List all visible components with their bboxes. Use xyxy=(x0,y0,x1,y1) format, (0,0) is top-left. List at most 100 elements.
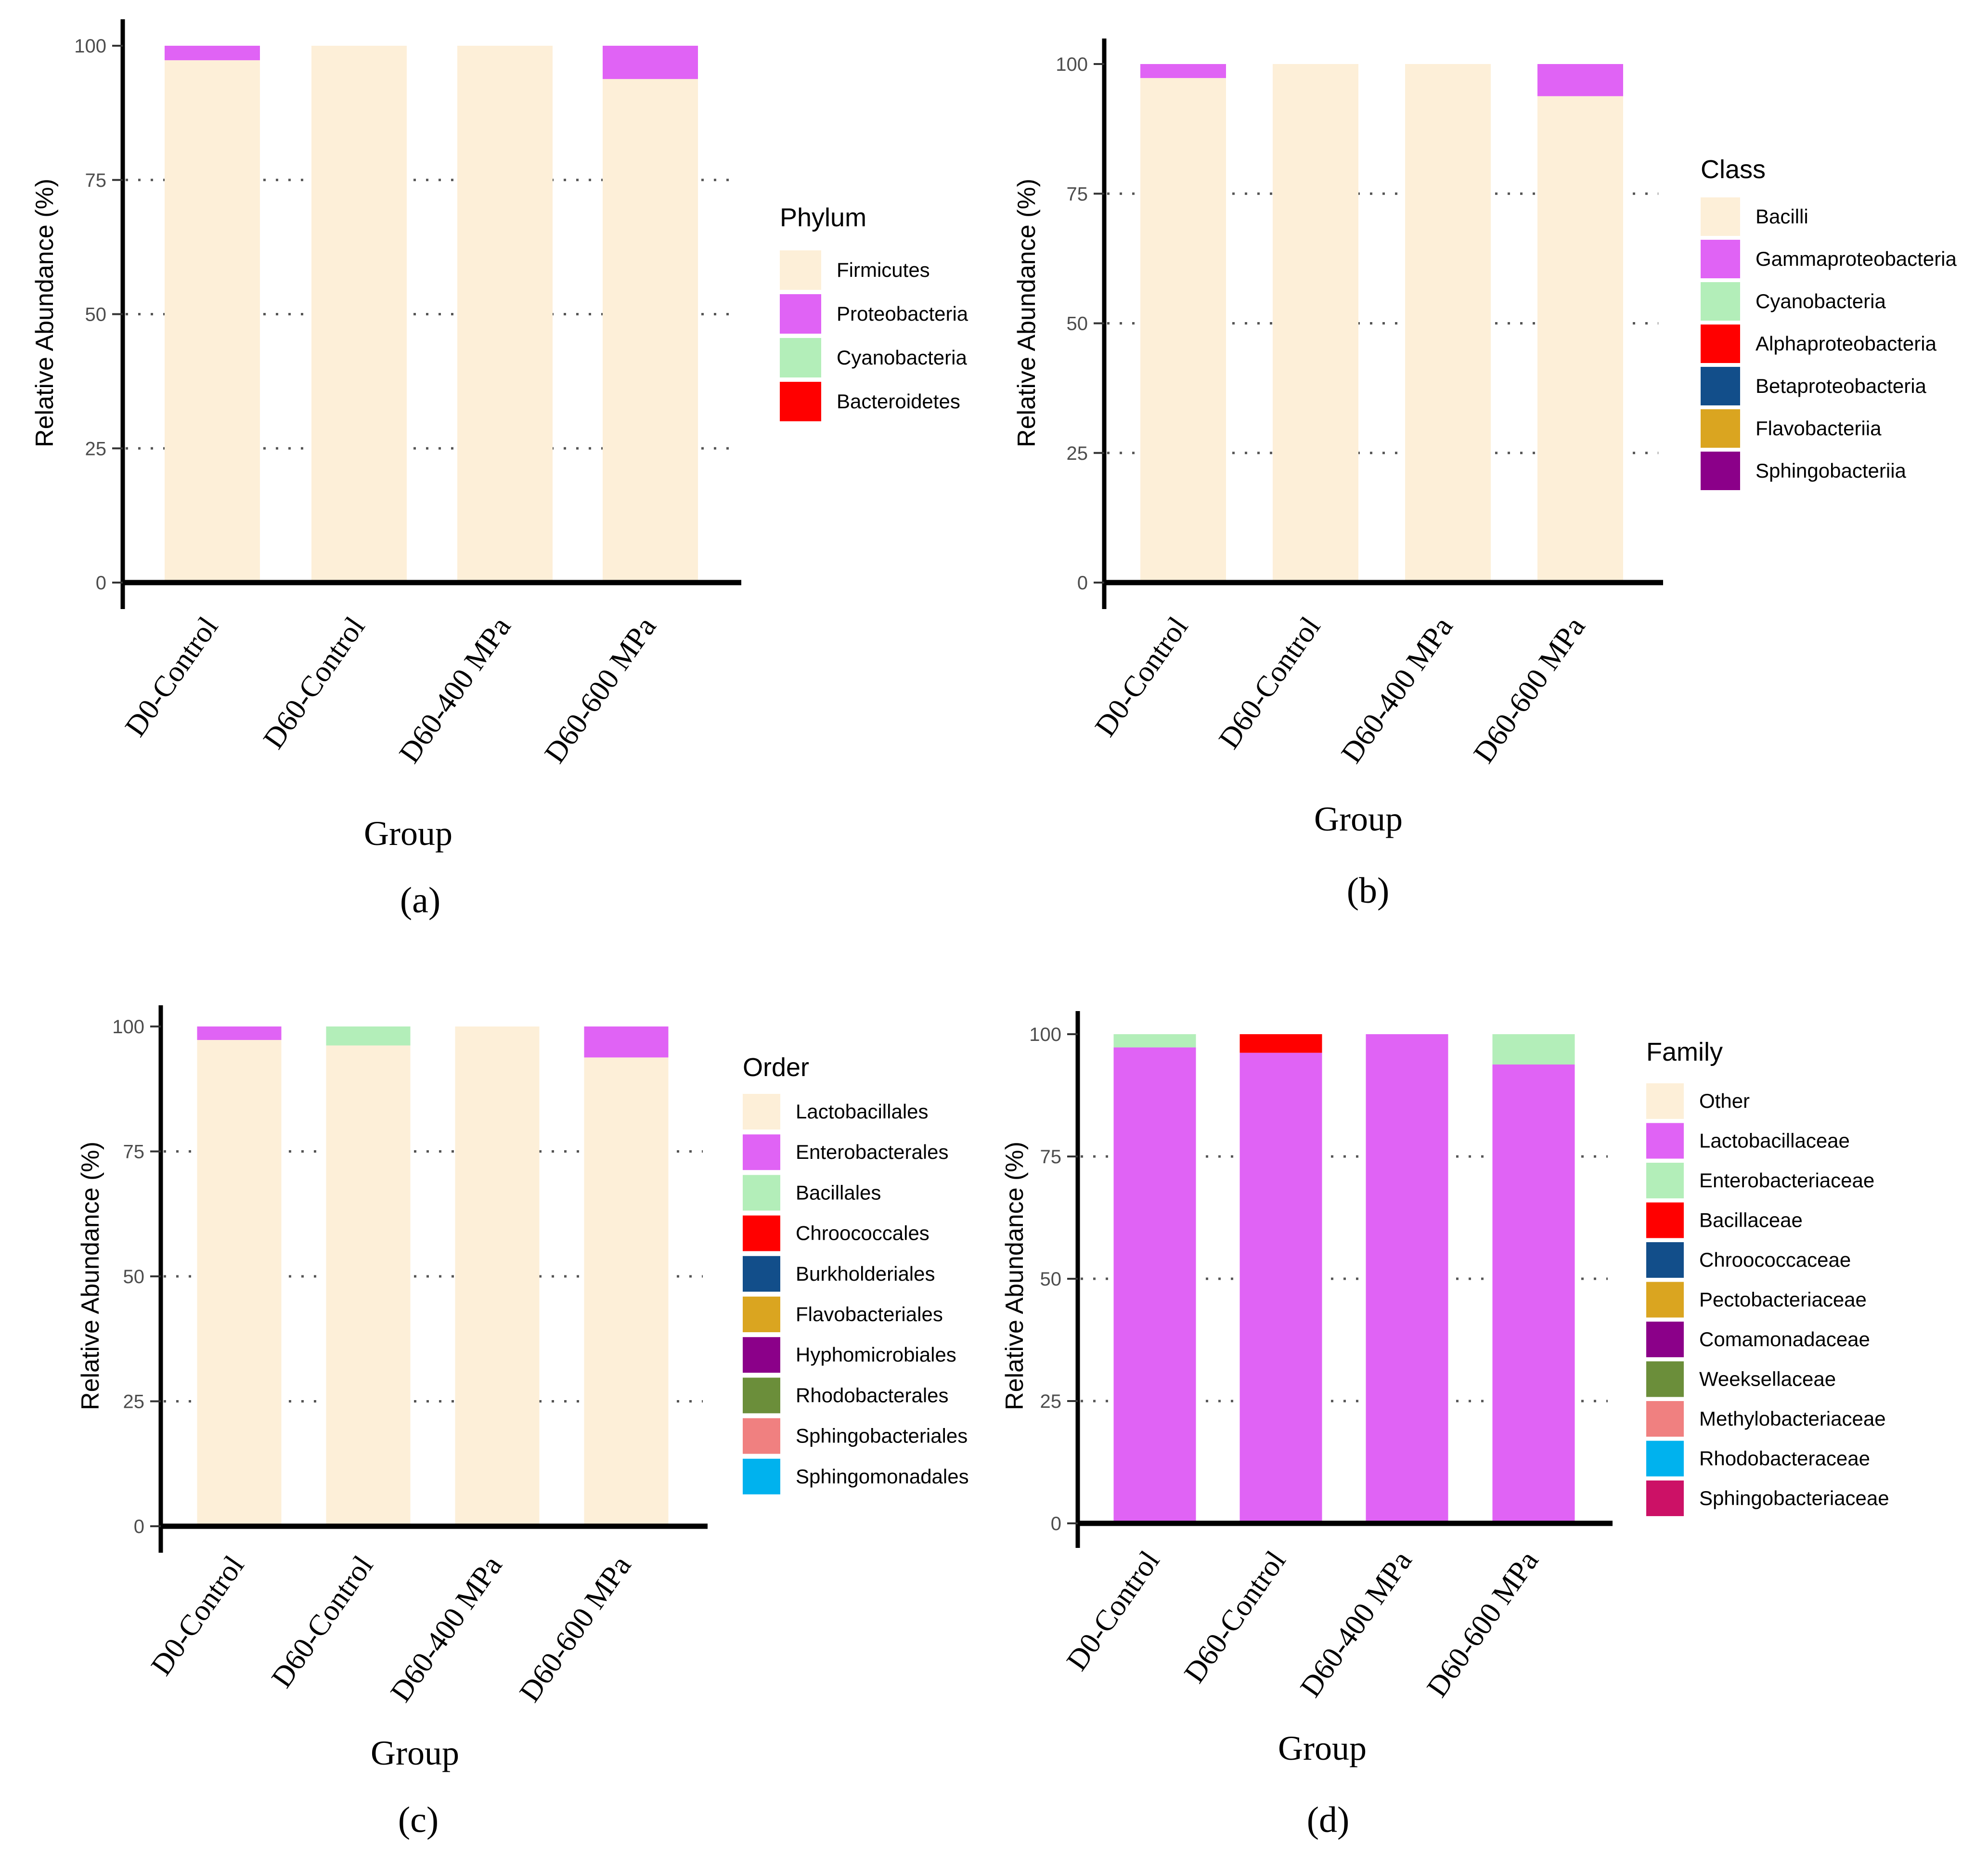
bar-segment xyxy=(311,46,407,583)
x-category-label: D60-Control xyxy=(257,611,371,755)
legend-swatch xyxy=(743,1215,780,1251)
legend-label: Sphingobacteriales xyxy=(796,1425,968,1447)
bar-segment xyxy=(165,46,260,61)
legend-label: Rhodobacterales xyxy=(796,1384,949,1406)
legend-swatch xyxy=(1701,282,1740,321)
bar-segment xyxy=(1405,64,1491,583)
panel-d: 0 25 50 75 100 Relative Abundance (%) D0-Contr… xyxy=(1001,1011,1889,1840)
legend-label: Flavobacteriia xyxy=(1756,417,1882,440)
legend-swatch xyxy=(1646,1401,1684,1437)
legend-swatch xyxy=(1646,1163,1684,1198)
legend-swatch xyxy=(1646,1123,1684,1159)
legend-swatch xyxy=(1646,1322,1684,1357)
legend-swatch xyxy=(743,1458,780,1494)
legend-label: Bacteroidetes xyxy=(837,390,960,413)
legend: Class Bacilli Gammaproteobacteria Cyanobact… xyxy=(1701,155,1957,490)
y-tick-label: 100 xyxy=(112,1016,144,1038)
legend-label: Lactobacillales xyxy=(796,1100,929,1123)
legend-swatch xyxy=(743,1337,780,1373)
y-tick-label: 25 xyxy=(1067,443,1088,464)
legend-swatch xyxy=(1701,452,1740,490)
y-tick-label: 25 xyxy=(123,1391,145,1413)
legend-swatch xyxy=(1646,1202,1684,1238)
legend-swatch xyxy=(1701,367,1740,405)
x-category-label: D60-Control xyxy=(1178,1545,1292,1689)
legend-swatch xyxy=(743,1418,780,1454)
panel-label: (d) xyxy=(1307,1800,1350,1840)
y-tick-label: 25 xyxy=(85,438,107,459)
legend-swatch xyxy=(743,1256,780,1292)
legend-label: Pectobacteriaceae xyxy=(1699,1288,1867,1311)
panel-label: (b) xyxy=(1347,870,1390,911)
y-tick-label: 75 xyxy=(1040,1146,1062,1168)
y-tick-label: 50 xyxy=(1067,313,1088,335)
legend-swatch xyxy=(780,294,821,334)
bar-segment xyxy=(197,1040,282,1526)
y-tick-label: 0 xyxy=(96,572,106,594)
x-category-label: D60-400 MPa xyxy=(1335,611,1459,769)
legend-swatch xyxy=(743,1134,780,1170)
bar-segment xyxy=(1537,96,1623,583)
legend-title: Class xyxy=(1701,155,1766,184)
bar-segment xyxy=(1113,1047,1196,1523)
x-axis-title: Group xyxy=(1278,1729,1367,1767)
legend-swatch xyxy=(1646,1242,1684,1278)
legend-swatch xyxy=(1701,197,1740,236)
legend: Family Other Lactobacillaceae Enterobacteri… xyxy=(1646,1038,1889,1516)
x-category-label: D0-Control xyxy=(1060,1545,1166,1676)
y-tick-label: 0 xyxy=(134,1516,144,1537)
bar-segment xyxy=(1492,1034,1575,1065)
bar-segment xyxy=(1140,64,1226,78)
legend-label: Firmicutes xyxy=(837,259,930,281)
y-tick-label: 100 xyxy=(1056,54,1088,75)
legend-swatch xyxy=(1646,1441,1684,1477)
legend-label: Proteobacteria xyxy=(837,302,968,325)
legend-swatch xyxy=(1646,1282,1684,1318)
legend-swatch xyxy=(743,1377,780,1414)
legend-label: Cyanobacteria xyxy=(837,346,967,369)
legend-swatch xyxy=(743,1175,780,1211)
y-axis-title: Relative Abundance (%) xyxy=(77,1142,104,1410)
legend-label: Bacillales xyxy=(796,1181,881,1204)
x-category-label: D60-600 MPa xyxy=(538,611,662,769)
bar-segment xyxy=(455,1026,540,1526)
x-category-label: D60-600 MPa xyxy=(1467,611,1591,769)
legend-label: Other xyxy=(1699,1090,1750,1112)
bar-segment xyxy=(197,1026,282,1040)
y-tick-label: 25 xyxy=(1040,1391,1062,1412)
legend-swatch xyxy=(1701,325,1740,363)
legend-label: Betaproteobacteria xyxy=(1756,375,1927,397)
y-axis-title: Relative Abundance (%) xyxy=(1013,179,1041,447)
bar-segment xyxy=(603,79,698,583)
y-tick-label: 50 xyxy=(1040,1269,1062,1290)
legend-label: Bacilli xyxy=(1756,205,1808,228)
panel-b: 0 25 50 75 100 Relative Abundance (%) D0-Contr… xyxy=(1013,39,1957,911)
y-tick-label: 100 xyxy=(1029,1024,1061,1045)
legend-label: Enterobacteriaceae xyxy=(1699,1169,1874,1192)
legend-label: Flavobacteriales xyxy=(796,1303,943,1325)
panel-label: (c) xyxy=(398,1800,439,1840)
legend-label: Chroococcaceae xyxy=(1699,1248,1851,1271)
legend-swatch xyxy=(780,338,821,377)
legend-label: Alphaproteobacteria xyxy=(1756,332,1937,355)
y-tick-label: 75 xyxy=(1067,183,1088,205)
bar-segment xyxy=(1239,1052,1322,1523)
legend-label: Comamonadaceae xyxy=(1699,1328,1870,1351)
legend-label: Cyanobacteria xyxy=(1756,290,1886,312)
bar-segment xyxy=(165,60,260,583)
legend-label: Chroococcales xyxy=(796,1222,929,1245)
bar-segment xyxy=(584,1026,669,1058)
bar-segment xyxy=(457,46,553,583)
panel-label: (a) xyxy=(400,880,440,921)
bar-segment xyxy=(603,46,698,79)
legend-label: Lactobacillaceae xyxy=(1699,1130,1850,1152)
legend-title: Phylum xyxy=(780,203,866,232)
y-tick-label: 0 xyxy=(1051,1513,1061,1534)
bar-segment xyxy=(1273,64,1358,583)
legend-label: Hyphomicrobiales xyxy=(796,1343,956,1366)
legend-label: Enterobacterales xyxy=(796,1141,949,1163)
legend-label: Weeksellaceae xyxy=(1699,1368,1836,1390)
bar-segment xyxy=(326,1026,411,1046)
bar-segment xyxy=(584,1057,669,1526)
legend-swatch xyxy=(1646,1480,1684,1516)
